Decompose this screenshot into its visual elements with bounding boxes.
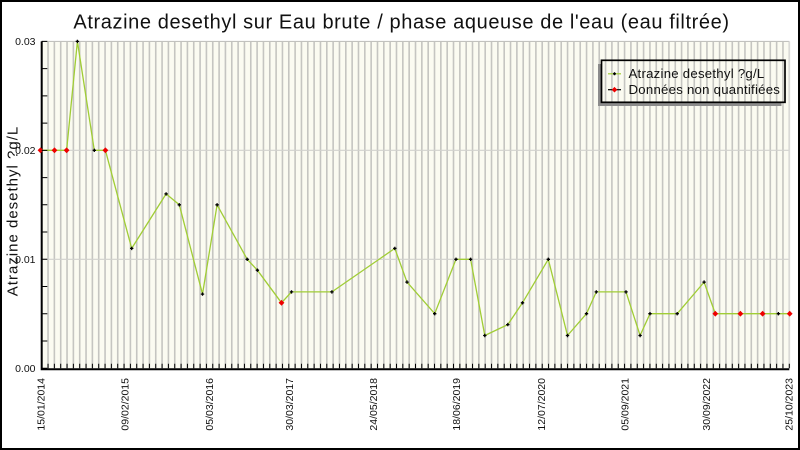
svg-text:30/03/2017: 30/03/2017 <box>284 378 296 431</box>
svg-text:05/09/2021: 05/09/2021 <box>620 378 632 431</box>
svg-text:Atrazine desethyl sur Eau brut: Atrazine desethyl sur Eau brute / phase … <box>73 12 729 34</box>
svg-text:12/07/2020: 12/07/2020 <box>536 378 548 431</box>
svg-text:09/02/2015: 09/02/2015 <box>120 378 132 431</box>
svg-text:0.03: 0.03 <box>15 36 36 48</box>
svg-text:Atrazine desethyl ?g/L: Atrazine desethyl ?g/L <box>629 66 765 81</box>
svg-text:Données non quantifiées: Données non quantifiées <box>629 82 781 97</box>
svg-text:0.02: 0.02 <box>15 145 36 157</box>
svg-text:24/05/2018: 24/05/2018 <box>368 378 380 431</box>
svg-text:0.00: 0.00 <box>15 363 36 375</box>
svg-text:Atrazine desethyl ?g/L: Atrazine desethyl ?g/L <box>5 126 22 296</box>
svg-text:25/10/2023: 25/10/2023 <box>784 378 796 431</box>
svg-text:18/06/2019: 18/06/2019 <box>451 378 463 431</box>
svg-text:30/09/2022: 30/09/2022 <box>701 378 713 431</box>
svg-text:0.01: 0.01 <box>15 254 36 266</box>
svg-text:05/03/2016: 05/03/2016 <box>204 378 216 431</box>
svg-text:15/01/2014: 15/01/2014 <box>36 378 48 431</box>
